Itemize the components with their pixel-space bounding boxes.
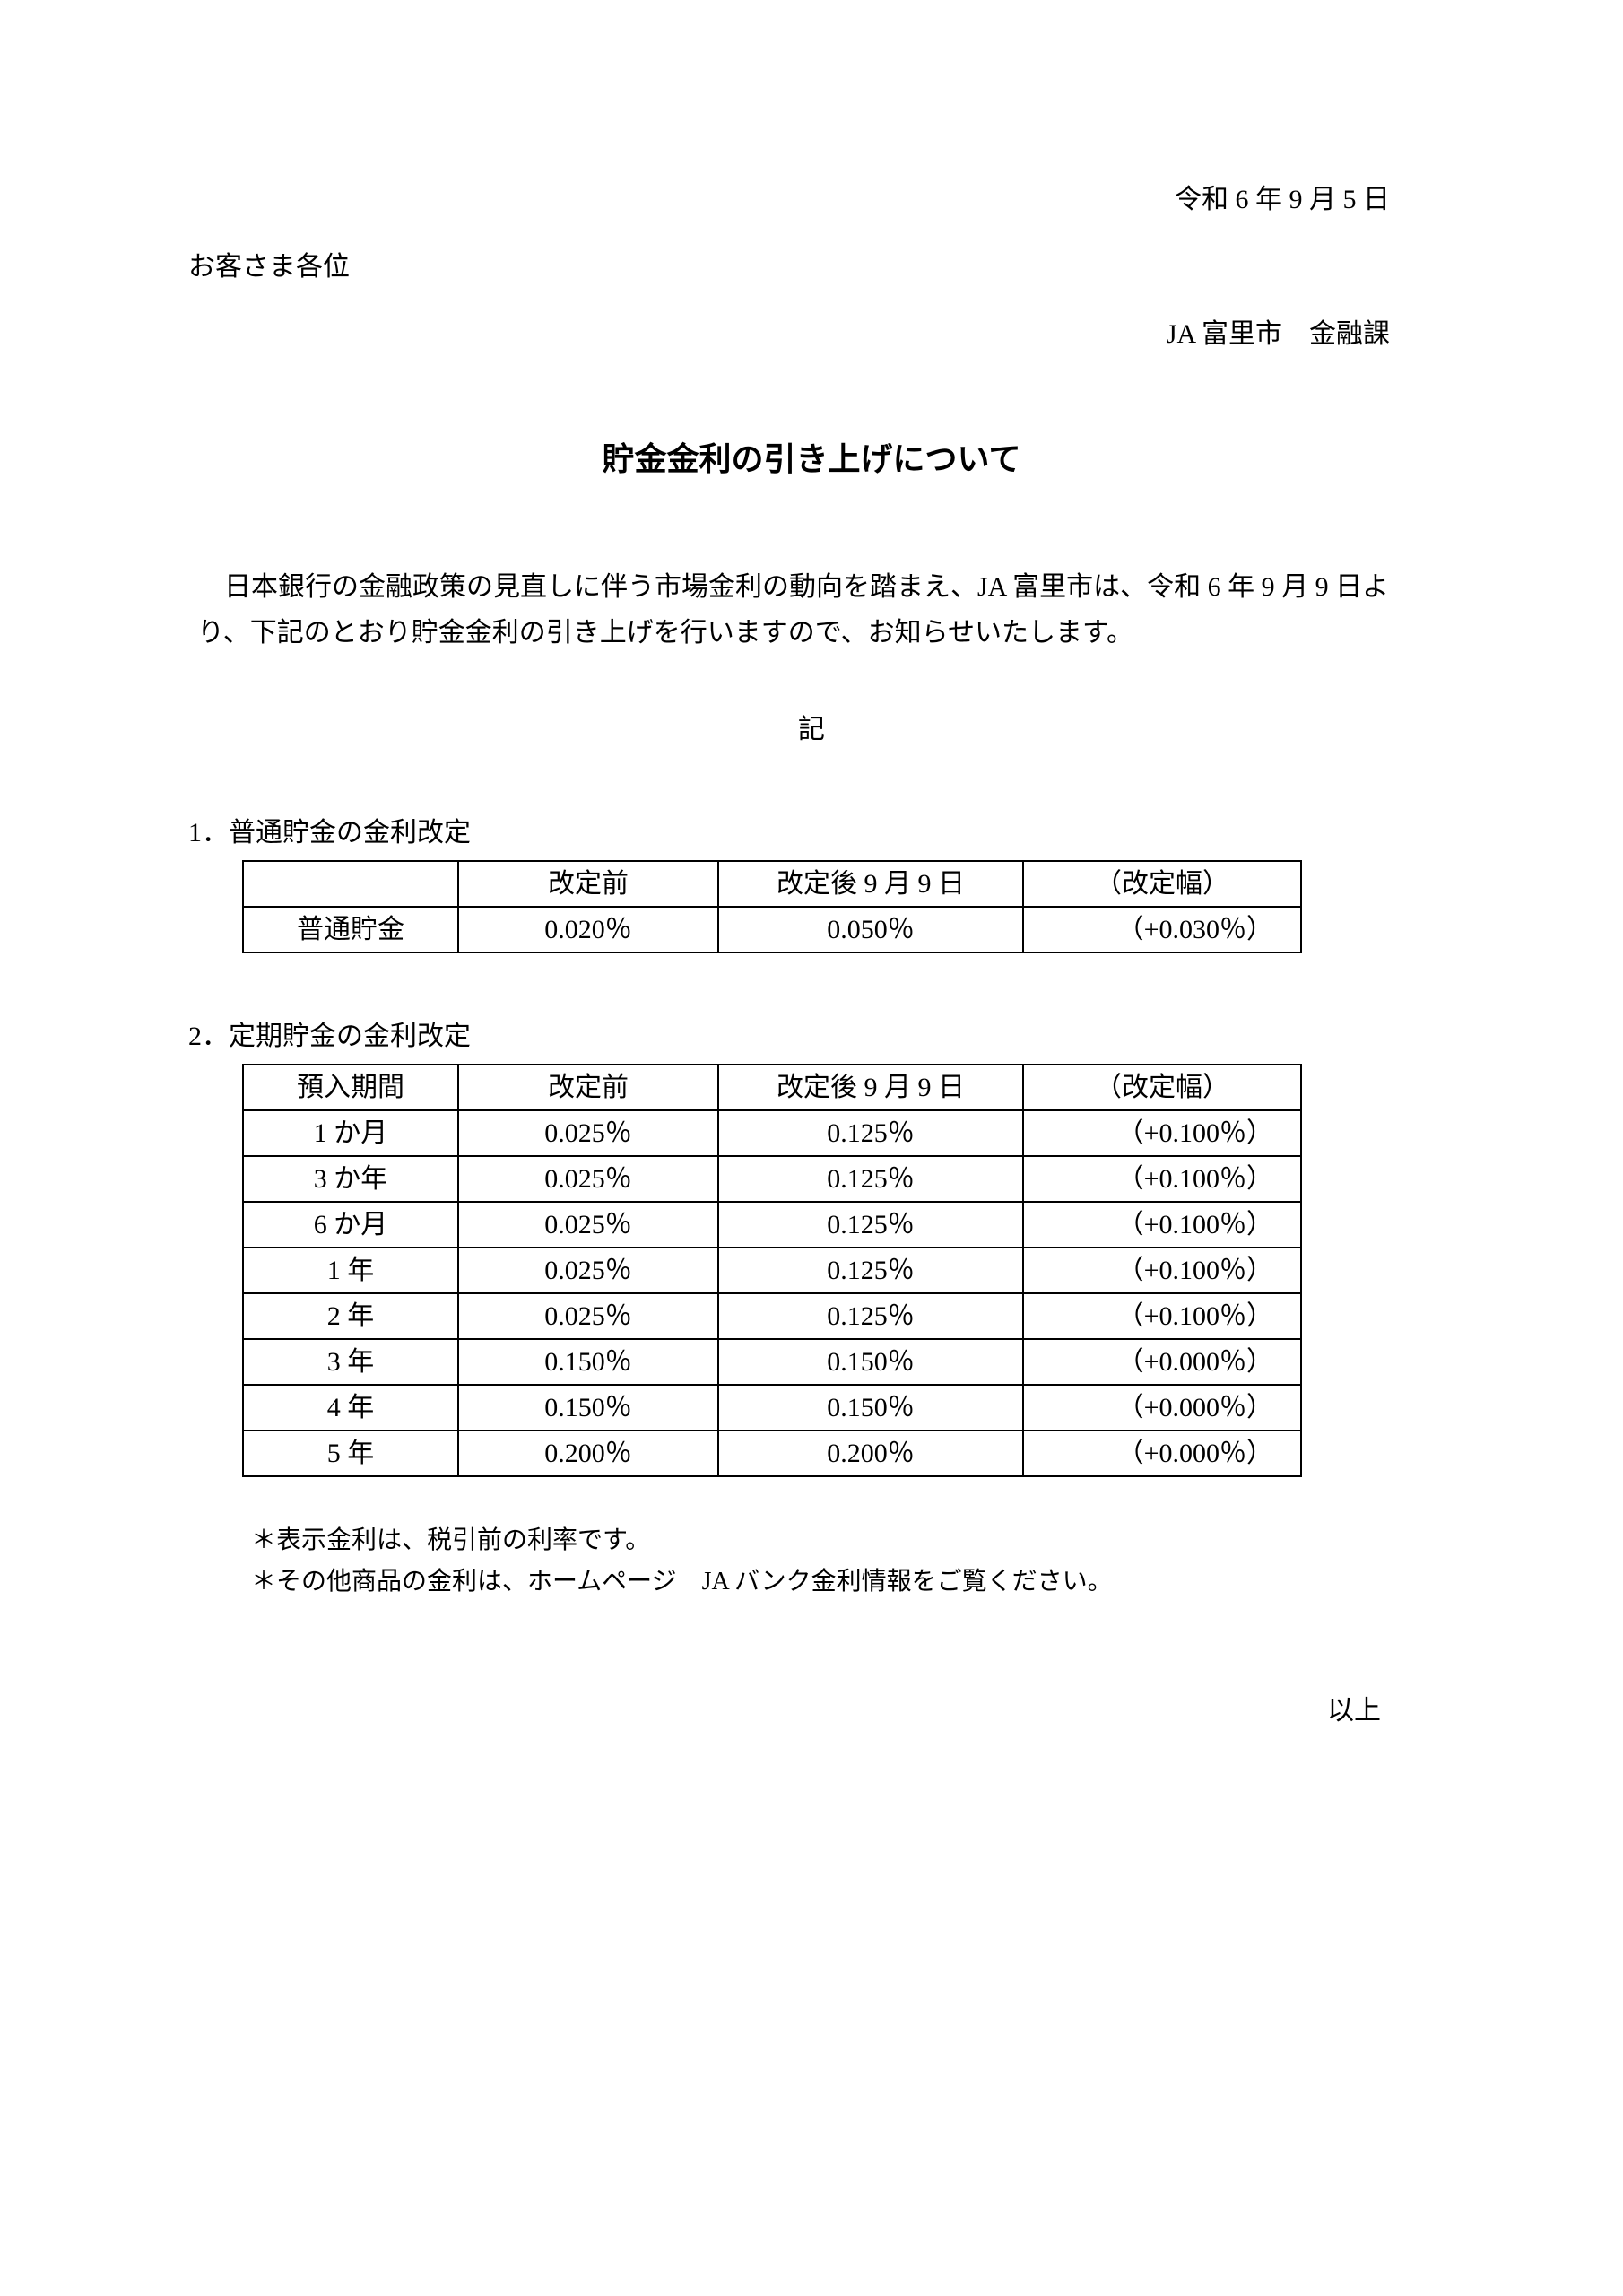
table-header-row: 改定前 改定後 9 月 9 日 （改定幅）: [243, 861, 1301, 907]
table-cell: 2 年: [243, 1293, 458, 1339]
section1-heading: 1．普通貯金の金利改定: [188, 813, 1435, 853]
table-cell: 0.025％: [458, 1110, 718, 1156]
addressee-line: お客さま各位: [188, 247, 1435, 287]
table-row: 6 か月0.025％0.125％（+0.100％）: [243, 1202, 1301, 1248]
notes-block: ＊表示金利は、税引前の利率です。 ＊その他商品の金利は、ホームページ JA バン…: [251, 1522, 1435, 1601]
table-header-cell: 改定前: [458, 861, 718, 907]
table-cell: 0.150％: [718, 1385, 1023, 1431]
table-cell: （+0.000％）: [1023, 1339, 1301, 1385]
table-cell: 1 か月: [243, 1110, 458, 1156]
table-cell: 0.125％: [718, 1156, 1023, 1202]
table-row: 1 か月0.025％0.125％（+0.100％）: [243, 1110, 1301, 1156]
table-cell: 0.150％: [718, 1339, 1023, 1385]
table-cell: （+0.100％）: [1023, 1202, 1301, 1248]
table-header-cell: 改定後 9 月 9 日: [718, 1065, 1023, 1110]
time-deposit-table: 預入期間 改定前 改定後 9 月 9 日 （改定幅） 1 か月0.025％0.1…: [242, 1064, 1302, 1477]
table-cell: （+0.000％）: [1023, 1385, 1301, 1431]
table-cell: （+0.030％）: [1023, 907, 1301, 952]
note-line: ＊その他商品の金利は、ホームページ JA バンク金利情報をご覧ください。: [251, 1563, 1435, 1601]
table-cell: 普通貯金: [243, 907, 458, 952]
table-row: 2 年0.025％0.125％（+0.100％）: [243, 1293, 1301, 1339]
table-cell: 0.150％: [458, 1339, 718, 1385]
document-title: 貯金金利の引き上げについて: [188, 435, 1435, 483]
table-cell: 5 年: [243, 1431, 458, 1476]
table-cell: （+0.100％）: [1023, 1248, 1301, 1293]
table-cell: 0.025％: [458, 1202, 718, 1248]
table-cell: （+0.100％）: [1023, 1156, 1301, 1202]
table-cell: 0.200％: [718, 1431, 1023, 1476]
table-cell: 0.125％: [718, 1202, 1023, 1248]
table-header-cell: 預入期間: [243, 1065, 458, 1110]
table-cell: 0.025％: [458, 1293, 718, 1339]
table-cell: 0.025％: [458, 1248, 718, 1293]
table-cell: 6 か月: [243, 1202, 458, 1248]
table-row: 普通貯金 0.020％ 0.050％ （+0.030％）: [243, 907, 1301, 952]
table-header-cell: （改定幅）: [1023, 861, 1301, 907]
body-paragraph: 日本銀行の金融政策の見直しに伴う市場金利の動向を踏まえ、JA 富里市は、令和 6…: [188, 564, 1435, 656]
table-header-row: 預入期間 改定前 改定後 9 月 9 日 （改定幅）: [243, 1065, 1301, 1110]
table-cell: 0.020％: [458, 907, 718, 952]
table-row: 3 年0.150％0.150％（+0.000％）: [243, 1339, 1301, 1385]
table-cell: 4 年: [243, 1385, 458, 1431]
table-cell: （+0.100％）: [1023, 1110, 1301, 1156]
section2-heading: 2．定期貯金の金利改定: [188, 1016, 1435, 1057]
table-cell: （+0.000％）: [1023, 1431, 1301, 1476]
sender-line: JA 富里市 金融課: [188, 314, 1435, 354]
closing-marker: 以上: [188, 1691, 1435, 1731]
table-row: 1 年0.025％0.125％（+0.100％）: [243, 1248, 1301, 1293]
table-row: 5 年0.200％0.200％（+0.000％）: [243, 1431, 1301, 1476]
table-row: 4 年0.150％0.150％（+0.000％）: [243, 1385, 1301, 1431]
ordinary-savings-table: 改定前 改定後 9 月 9 日 （改定幅） 普通貯金 0.020％ 0.050％…: [242, 860, 1302, 953]
table-cell: （+0.100％）: [1023, 1293, 1301, 1339]
table-cell: 3 年: [243, 1339, 458, 1385]
note-line: ＊表示金利は、税引前の利率です。: [251, 1522, 1435, 1560]
table-cell: 0.150％: [458, 1385, 718, 1431]
table-cell: 0.050％: [718, 907, 1023, 952]
document-date: 令和 6 年 9 月 5 日: [188, 179, 1435, 220]
table-header-cell: 改定前: [458, 1065, 718, 1110]
table-cell: 0.125％: [718, 1110, 1023, 1156]
table-header-cell: [243, 861, 458, 907]
table-header-cell: 改定後 9 月 9 日: [718, 861, 1023, 907]
table-cell: 0.125％: [718, 1293, 1023, 1339]
table-cell: 0.025％: [458, 1156, 718, 1202]
table-header-cell: （改定幅）: [1023, 1065, 1301, 1110]
table-cell: 3 か年: [243, 1156, 458, 1202]
table-cell: 0.125％: [718, 1248, 1023, 1293]
table-cell: 0.200％: [458, 1431, 718, 1476]
table-row: 3 か年0.025％0.125％（+0.100％）: [243, 1156, 1301, 1202]
table-cell: 1 年: [243, 1248, 458, 1293]
ki-marker: 記: [188, 709, 1435, 750]
